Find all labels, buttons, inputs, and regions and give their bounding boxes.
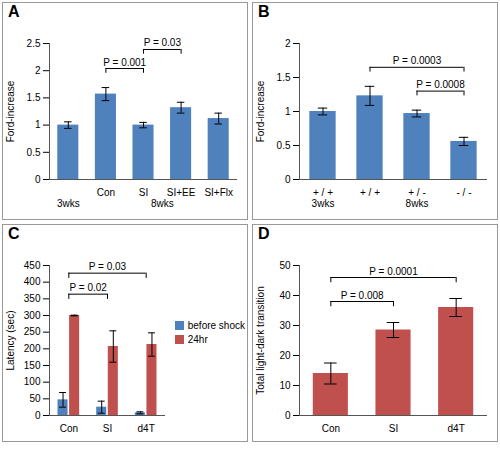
svg-text:1: 1 [285, 106, 291, 117]
svg-text:0.5: 0.5 [277, 140, 291, 151]
svg-text:SI: SI [389, 423, 398, 434]
svg-text:Con: Con [97, 187, 115, 198]
svg-text:1.5: 1.5 [27, 92, 41, 103]
svg-text:Ford-increase: Ford-increase [255, 80, 266, 142]
svg-text:Latency (sec): Latency (sec) [5, 310, 16, 370]
svg-text:Ford-increase: Ford-increase [5, 80, 16, 142]
svg-text:350: 350 [24, 293, 41, 304]
svg-text:40: 40 [279, 290, 291, 301]
svg-text:- / -: - / - [457, 187, 472, 198]
svg-text:1.5: 1.5 [277, 72, 291, 83]
svg-text:+ / +: + / + [313, 187, 333, 198]
svg-text:SI: SI [139, 187, 148, 198]
svg-text:0: 0 [285, 410, 291, 421]
svg-text:20: 20 [279, 350, 291, 361]
svg-text:P = 0.03: P = 0.03 [144, 37, 182, 48]
svg-text:10: 10 [279, 380, 291, 391]
svg-text:P = 0.001: P = 0.001 [103, 57, 146, 68]
svg-text:50: 50 [279, 260, 291, 271]
svg-text:400: 400 [24, 276, 41, 287]
svg-text:1: 1 [35, 119, 41, 130]
svg-text:SI: SI [103, 423, 112, 434]
svg-text:P = 0.03: P = 0.03 [89, 261, 127, 272]
svg-text:SI+EE: SI+EE [167, 187, 196, 198]
svg-text:200: 200 [24, 343, 41, 354]
html-text:24hr: 24hr [187, 334, 208, 345]
svg-text:0: 0 [35, 174, 41, 185]
svg-text:3wks: 3wks [312, 198, 335, 209]
svg-text:Con: Con [322, 423, 340, 434]
svg-text:P = 0.0008: P = 0.0008 [416, 79, 465, 90]
html-text:A: A [8, 3, 20, 20]
svg-text:8wks: 8wks [406, 198, 429, 209]
svg-text:Con: Con [60, 423, 78, 434]
svg-text:300: 300 [24, 310, 41, 321]
svg-text:d4T: d4T [448, 423, 465, 434]
svg-text:2.5: 2.5 [27, 38, 41, 49]
svg-text:P = 0.0003: P = 0.0003 [393, 55, 442, 66]
svg-text:+ / -: + / - [408, 187, 426, 198]
svg-text:150: 150 [24, 360, 41, 371]
svg-text:450: 450 [24, 260, 41, 271]
html-text:C: C [8, 225, 20, 242]
svg-text:P = 0.008: P = 0.008 [341, 290, 384, 301]
svg-text:2: 2 [35, 65, 41, 76]
svg-text:Total light-dark transition: Total light-dark transition [255, 286, 266, 394]
svg-text:50: 50 [29, 393, 41, 404]
svg-text:0: 0 [285, 174, 291, 185]
svg-text:30: 30 [279, 320, 291, 331]
svg-text:0: 0 [35, 410, 41, 421]
html-text:before shock: before shock [187, 320, 245, 331]
svg-text:2: 2 [285, 38, 291, 49]
svg-text:250: 250 [24, 326, 41, 337]
svg-text:P = 0.0001: P = 0.0001 [369, 266, 418, 277]
html-text:B: B [258, 3, 270, 20]
svg-text:SI+Flx: SI+Flx [204, 187, 233, 198]
svg-text:+ / +: + / + [360, 187, 380, 198]
svg-text:0.5: 0.5 [27, 147, 41, 158]
svg-text:d4T: d4T [138, 423, 155, 434]
html-text:D: D [258, 225, 270, 242]
svg-text:8wks: 8wks [151, 198, 174, 209]
svg-text:100: 100 [24, 376, 41, 387]
svg-text:3wks: 3wks [57, 198, 80, 209]
svg-text:P = 0.02: P = 0.02 [69, 282, 107, 293]
